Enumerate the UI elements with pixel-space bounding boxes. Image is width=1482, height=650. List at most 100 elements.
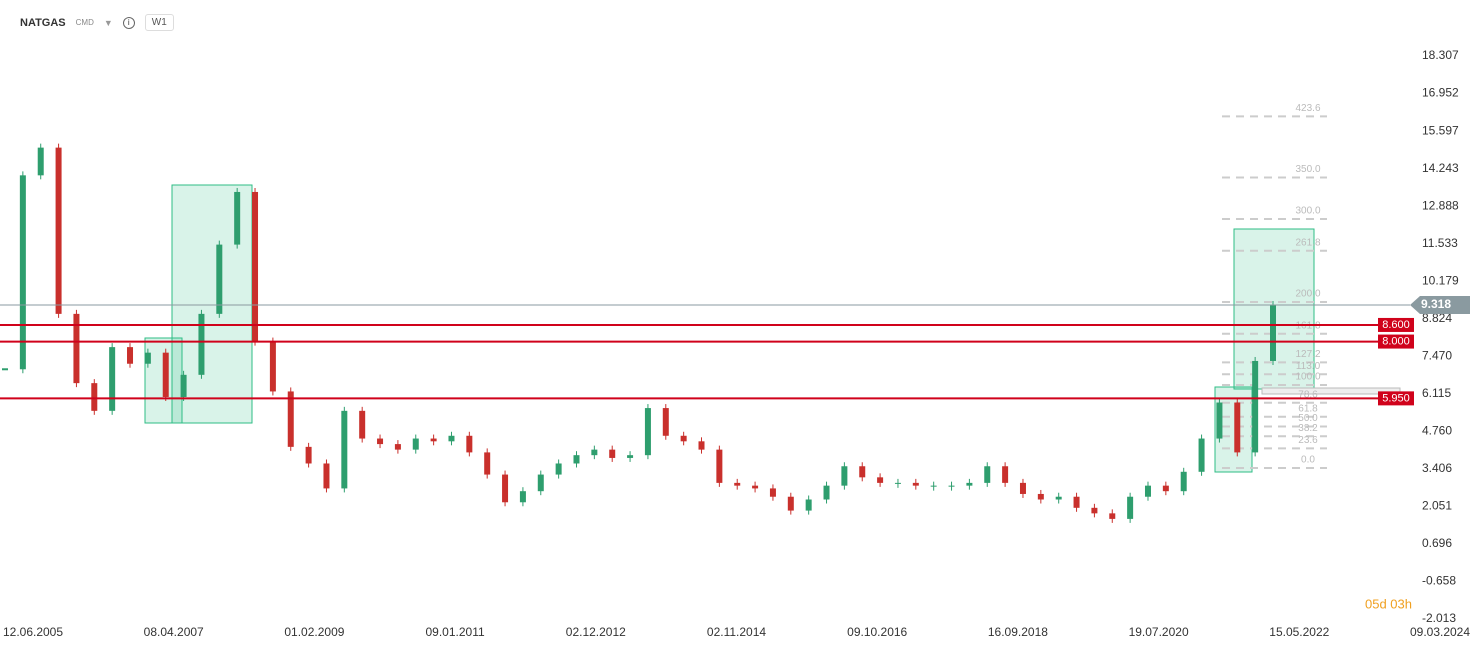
y-tick-label: 15.597 (1422, 123, 1459, 137)
x-tick-label: 09.10.2016 (847, 625, 907, 639)
y-tick-label: 11.533 (1422, 236, 1458, 250)
x-tick-label: 09.03.2024 (1410, 625, 1470, 639)
candle (91, 383, 98, 411)
candle (644, 408, 651, 456)
x-tick-label: 02.12.2012 (566, 625, 626, 639)
candle (966, 482, 973, 486)
candle (1037, 493, 1044, 500)
y-tick-label: 6.115 (1422, 386, 1451, 400)
fib-label: 127.2 (1295, 349, 1320, 360)
candle (305, 446, 312, 464)
y-tick-label: 2.051 (1422, 499, 1452, 513)
candle (877, 477, 884, 483)
candle (269, 341, 276, 392)
candle (55, 147, 62, 314)
header: NATGAS CMD ▼ i W1 (20, 14, 174, 31)
candle (466, 435, 473, 453)
candle (859, 466, 866, 478)
candle (216, 244, 223, 314)
y-tick-label: 7.470 (1422, 348, 1452, 362)
candle (627, 455, 634, 458)
candle (984, 466, 991, 483)
candle (144, 352, 151, 364)
fib-label: 300.0 (1295, 206, 1320, 217)
fib-label: 423.6 (1295, 103, 1320, 114)
x-tick-label: 19.07.2020 (1129, 625, 1189, 639)
candle (323, 463, 330, 489)
candle (1252, 360, 1259, 453)
dropdown-arrow[interactable]: ▼ (103, 17, 113, 28)
candle (1002, 466, 1009, 483)
candle (430, 438, 437, 442)
candle (162, 352, 169, 397)
y-tick-label: 4.760 (1422, 424, 1452, 438)
y-tick-label: 3.406 (1422, 461, 1452, 475)
timeframe[interactable]: W1 (144, 14, 174, 31)
fib-label: 38.2 (1298, 423, 1318, 434)
candle (502, 474, 509, 503)
candle (805, 499, 812, 511)
candle (127, 347, 134, 364)
candle (1073, 496, 1080, 508)
fib-label: 50.0 (1298, 413, 1318, 424)
level-tag (1378, 317, 1414, 332)
fib-label: 350.0 (1295, 164, 1320, 175)
last-price-label: 9.318 (1421, 297, 1451, 311)
fib-label: 61.8 (1298, 403, 1318, 414)
candle (1198, 438, 1205, 472)
candle (787, 496, 794, 511)
info-icon[interactable]: i (122, 16, 135, 29)
last-price-marker (1410, 296, 1470, 315)
level-label: 8.000 (1382, 335, 1410, 347)
candle (609, 449, 616, 458)
fib-label: 261.8 (1295, 237, 1320, 248)
candle (1144, 485, 1151, 497)
y-tick-label: 18.307 (1422, 48, 1459, 62)
fib-label: 200.0 (1295, 289, 1320, 300)
candle (769, 488, 776, 497)
x-tick-label: 08.04.2007 (144, 625, 204, 639)
level-tag (1378, 391, 1414, 406)
candle (930, 485, 937, 487)
candle (823, 485, 830, 500)
y-tick-label: 0.696 (1422, 536, 1452, 550)
candle (252, 191, 259, 342)
x-tick-label: 15.05.2022 (1269, 625, 1329, 639)
candle (948, 485, 955, 487)
candle (109, 347, 116, 411)
candle (1162, 485, 1169, 492)
candle (591, 449, 598, 456)
candle (662, 408, 669, 436)
candle (1180, 471, 1187, 492)
candle (1270, 305, 1276, 361)
fib-label: 100.0 (1295, 372, 1320, 383)
candle (394, 444, 401, 450)
candle (1216, 402, 1223, 439)
zone-box (1214, 386, 1253, 473)
candle (841, 466, 848, 486)
candle (1234, 402, 1241, 453)
countdown: 05d 03h (1365, 596, 1412, 611)
candle (287, 391, 294, 447)
level-label: 5.950 (1382, 392, 1410, 404)
candle (912, 482, 919, 486)
candle (341, 410, 348, 489)
fib-label: 23.6 (1298, 435, 1318, 446)
x-tick-label: 01.02.2009 (284, 625, 344, 639)
market: CMD (75, 18, 94, 27)
candle (37, 147, 44, 176)
candle (734, 482, 741, 486)
symbol[interactable]: NATGAS (20, 16, 66, 29)
candle (1091, 507, 1098, 514)
candle (680, 435, 687, 442)
candle (234, 191, 241, 245)
candle (698, 441, 705, 450)
fib-label: 113.0 (1296, 361, 1321, 372)
y-tick-label: 14.243 (1422, 161, 1459, 175)
candle (573, 455, 580, 464)
candle (555, 463, 562, 475)
candle (448, 435, 455, 442)
candle (752, 485, 759, 489)
